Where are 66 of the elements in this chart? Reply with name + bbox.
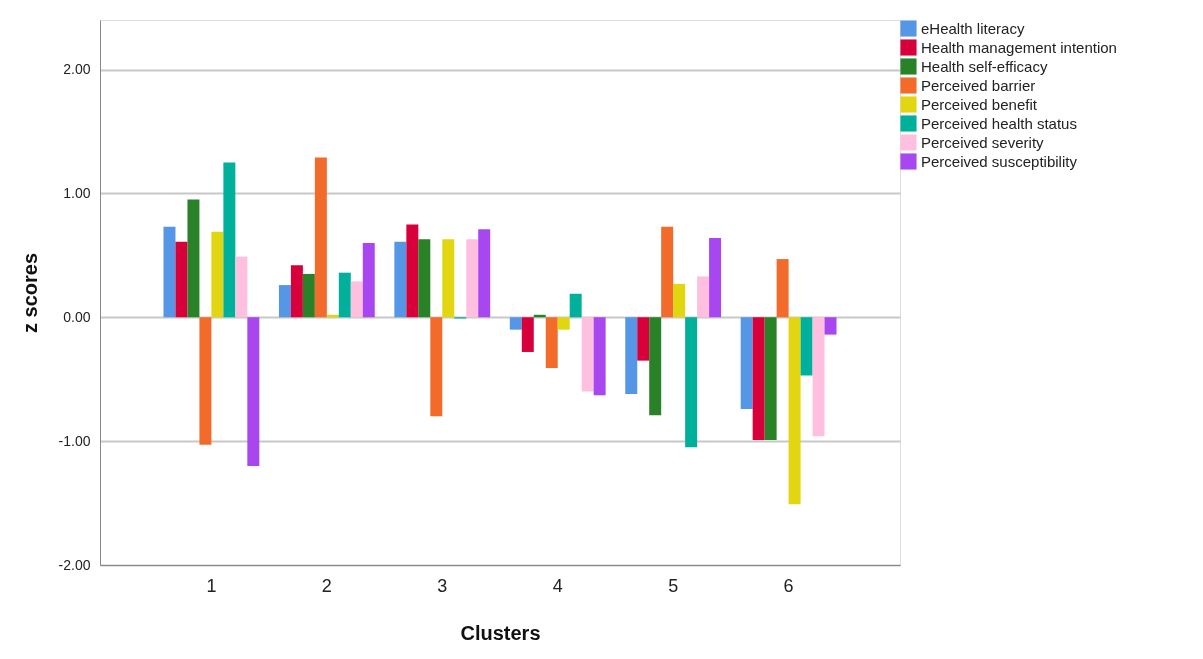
bar bbox=[800, 317, 813, 376]
bar bbox=[338, 272, 351, 318]
y-tick-label: -2.00 bbox=[58, 556, 91, 573]
bar bbox=[278, 285, 291, 318]
bar bbox=[290, 265, 303, 318]
legend-label: eHealth literacy bbox=[921, 19, 1025, 37]
legend-label: Perceived benefit bbox=[921, 95, 1038, 113]
y-tick-label: 1.00 bbox=[63, 184, 91, 201]
bar bbox=[685, 317, 698, 448]
bar bbox=[709, 238, 722, 318]
bar bbox=[235, 256, 248, 318]
bar bbox=[509, 317, 522, 330]
bar bbox=[199, 317, 212, 445]
y-tick-label: 0.00 bbox=[63, 308, 91, 325]
bar bbox=[211, 231, 224, 318]
legend-label: Perceived barrier bbox=[921, 76, 1036, 94]
bar bbox=[581, 317, 594, 392]
bar bbox=[430, 317, 443, 417]
x-tick-label: 4 bbox=[552, 575, 563, 596]
bar bbox=[557, 317, 570, 330]
legend-label: Perceived health status bbox=[921, 114, 1077, 132]
bar bbox=[478, 229, 491, 318]
y-axis-title: z scores bbox=[18, 252, 41, 334]
bar bbox=[752, 317, 765, 440]
bar bbox=[625, 317, 638, 395]
bar bbox=[442, 239, 455, 318]
bar bbox=[569, 293, 582, 318]
bar bbox=[247, 317, 260, 466]
bar bbox=[350, 281, 363, 318]
bar bbox=[649, 317, 662, 416]
x-axis-title: Clusters bbox=[460, 621, 541, 644]
x-tick-label: 6 bbox=[783, 575, 794, 596]
bar bbox=[418, 239, 431, 318]
bar bbox=[545, 317, 558, 369]
x-tick-label: 5 bbox=[668, 575, 679, 596]
bar bbox=[697, 276, 710, 318]
x-tick-label: 3 bbox=[437, 575, 448, 596]
legend-label: Perceived susceptibility bbox=[921, 152, 1078, 170]
bar bbox=[661, 226, 674, 318]
bar bbox=[593, 317, 606, 396]
bar bbox=[362, 242, 375, 318]
bar bbox=[776, 259, 789, 318]
legend-label: Health management intention bbox=[921, 38, 1117, 56]
bar bbox=[187, 199, 200, 318]
bar bbox=[812, 317, 825, 437]
bar bbox=[637, 317, 650, 361]
bar bbox=[824, 317, 837, 335]
x-tick-label: 1 bbox=[206, 575, 217, 596]
bar bbox=[740, 317, 753, 409]
bar bbox=[175, 241, 188, 318]
bar bbox=[764, 317, 777, 440]
x-tick-label: 2 bbox=[321, 575, 332, 596]
bar bbox=[673, 283, 686, 318]
bar bbox=[302, 273, 315, 318]
legend-label: Health self-efficacy bbox=[921, 57, 1048, 75]
y-tick-label: 2.00 bbox=[63, 61, 91, 78]
bar bbox=[406, 224, 419, 318]
bar bbox=[788, 317, 801, 505]
legend-label: Perceived severity bbox=[921, 133, 1045, 151]
bar bbox=[223, 162, 236, 318]
bar bbox=[394, 241, 407, 318]
bar bbox=[466, 239, 479, 318]
bar bbox=[163, 226, 176, 318]
bar bbox=[521, 317, 534, 352]
y-tick-label: -1.00 bbox=[58, 432, 91, 449]
bar bbox=[314, 157, 327, 318]
